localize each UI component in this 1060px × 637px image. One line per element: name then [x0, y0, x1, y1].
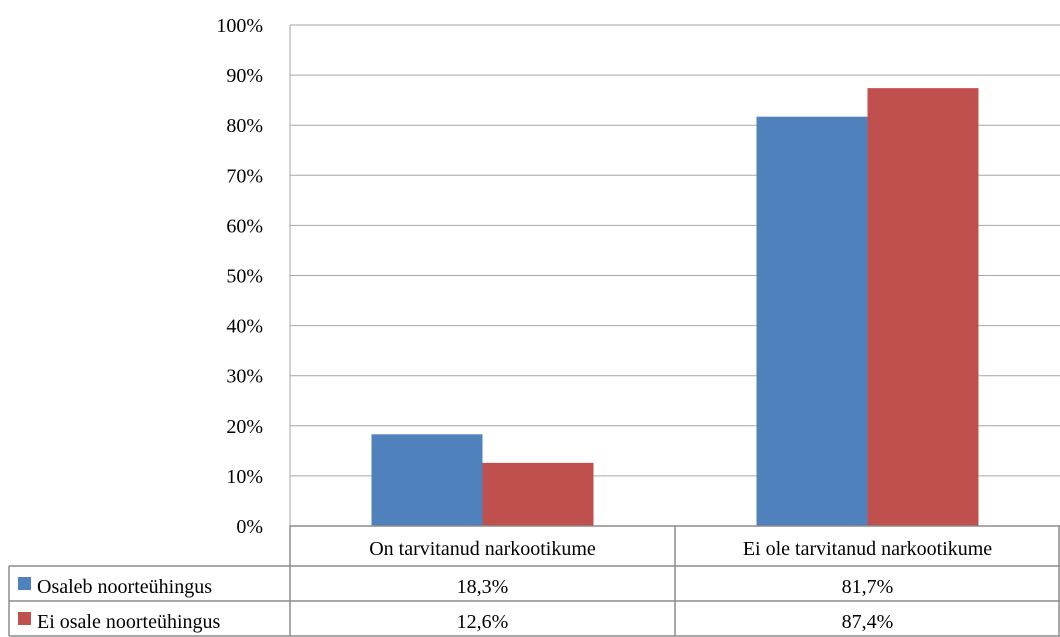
legend-key — [18, 577, 31, 590]
y-tick-label: 50% — [226, 266, 263, 288]
bars — [371, 88, 979, 527]
x-tick-label: Ei ole tarvitanud narkootikume — [743, 538, 992, 560]
bar — [482, 462, 594, 526]
data-label: 18,3% — [457, 576, 509, 598]
data-label: 87,4% — [842, 611, 894, 633]
y-tick-label: 10% — [226, 466, 263, 488]
legend-label: Ei osale noorteühingus — [37, 611, 221, 633]
y-tick-label: 90% — [226, 65, 263, 87]
y-axis: 0% 10% 20% 30% 40% 50% 60% 70% 80% 90% 100% — [216, 15, 291, 538]
bar — [371, 434, 483, 526]
y-tick-label: 80% — [226, 115, 263, 137]
data-table: On tarvitanud narkootikume Ei ole tarvita… — [8, 525, 1060, 637]
x-tick-label: On tarvitanud narkootikume — [369, 538, 596, 560]
y-tick-label: 0% — [236, 516, 263, 538]
legend-label: Osaleb noorteühingus — [37, 576, 212, 598]
y-tick-label: 60% — [226, 215, 263, 237]
data-label: 12,6% — [457, 611, 509, 633]
y-tick-label: 30% — [226, 366, 263, 388]
y-tick-label: 70% — [226, 165, 263, 187]
bar — [867, 88, 979, 526]
gridlines — [290, 24, 1060, 477]
y-tick-label: 100% — [216, 15, 263, 37]
data-label: 81,7% — [842, 576, 894, 598]
legend-key — [18, 612, 31, 625]
y-tick-label: 40% — [226, 316, 263, 338]
y-tick-label: 20% — [226, 416, 263, 438]
bar — [756, 116, 868, 527]
